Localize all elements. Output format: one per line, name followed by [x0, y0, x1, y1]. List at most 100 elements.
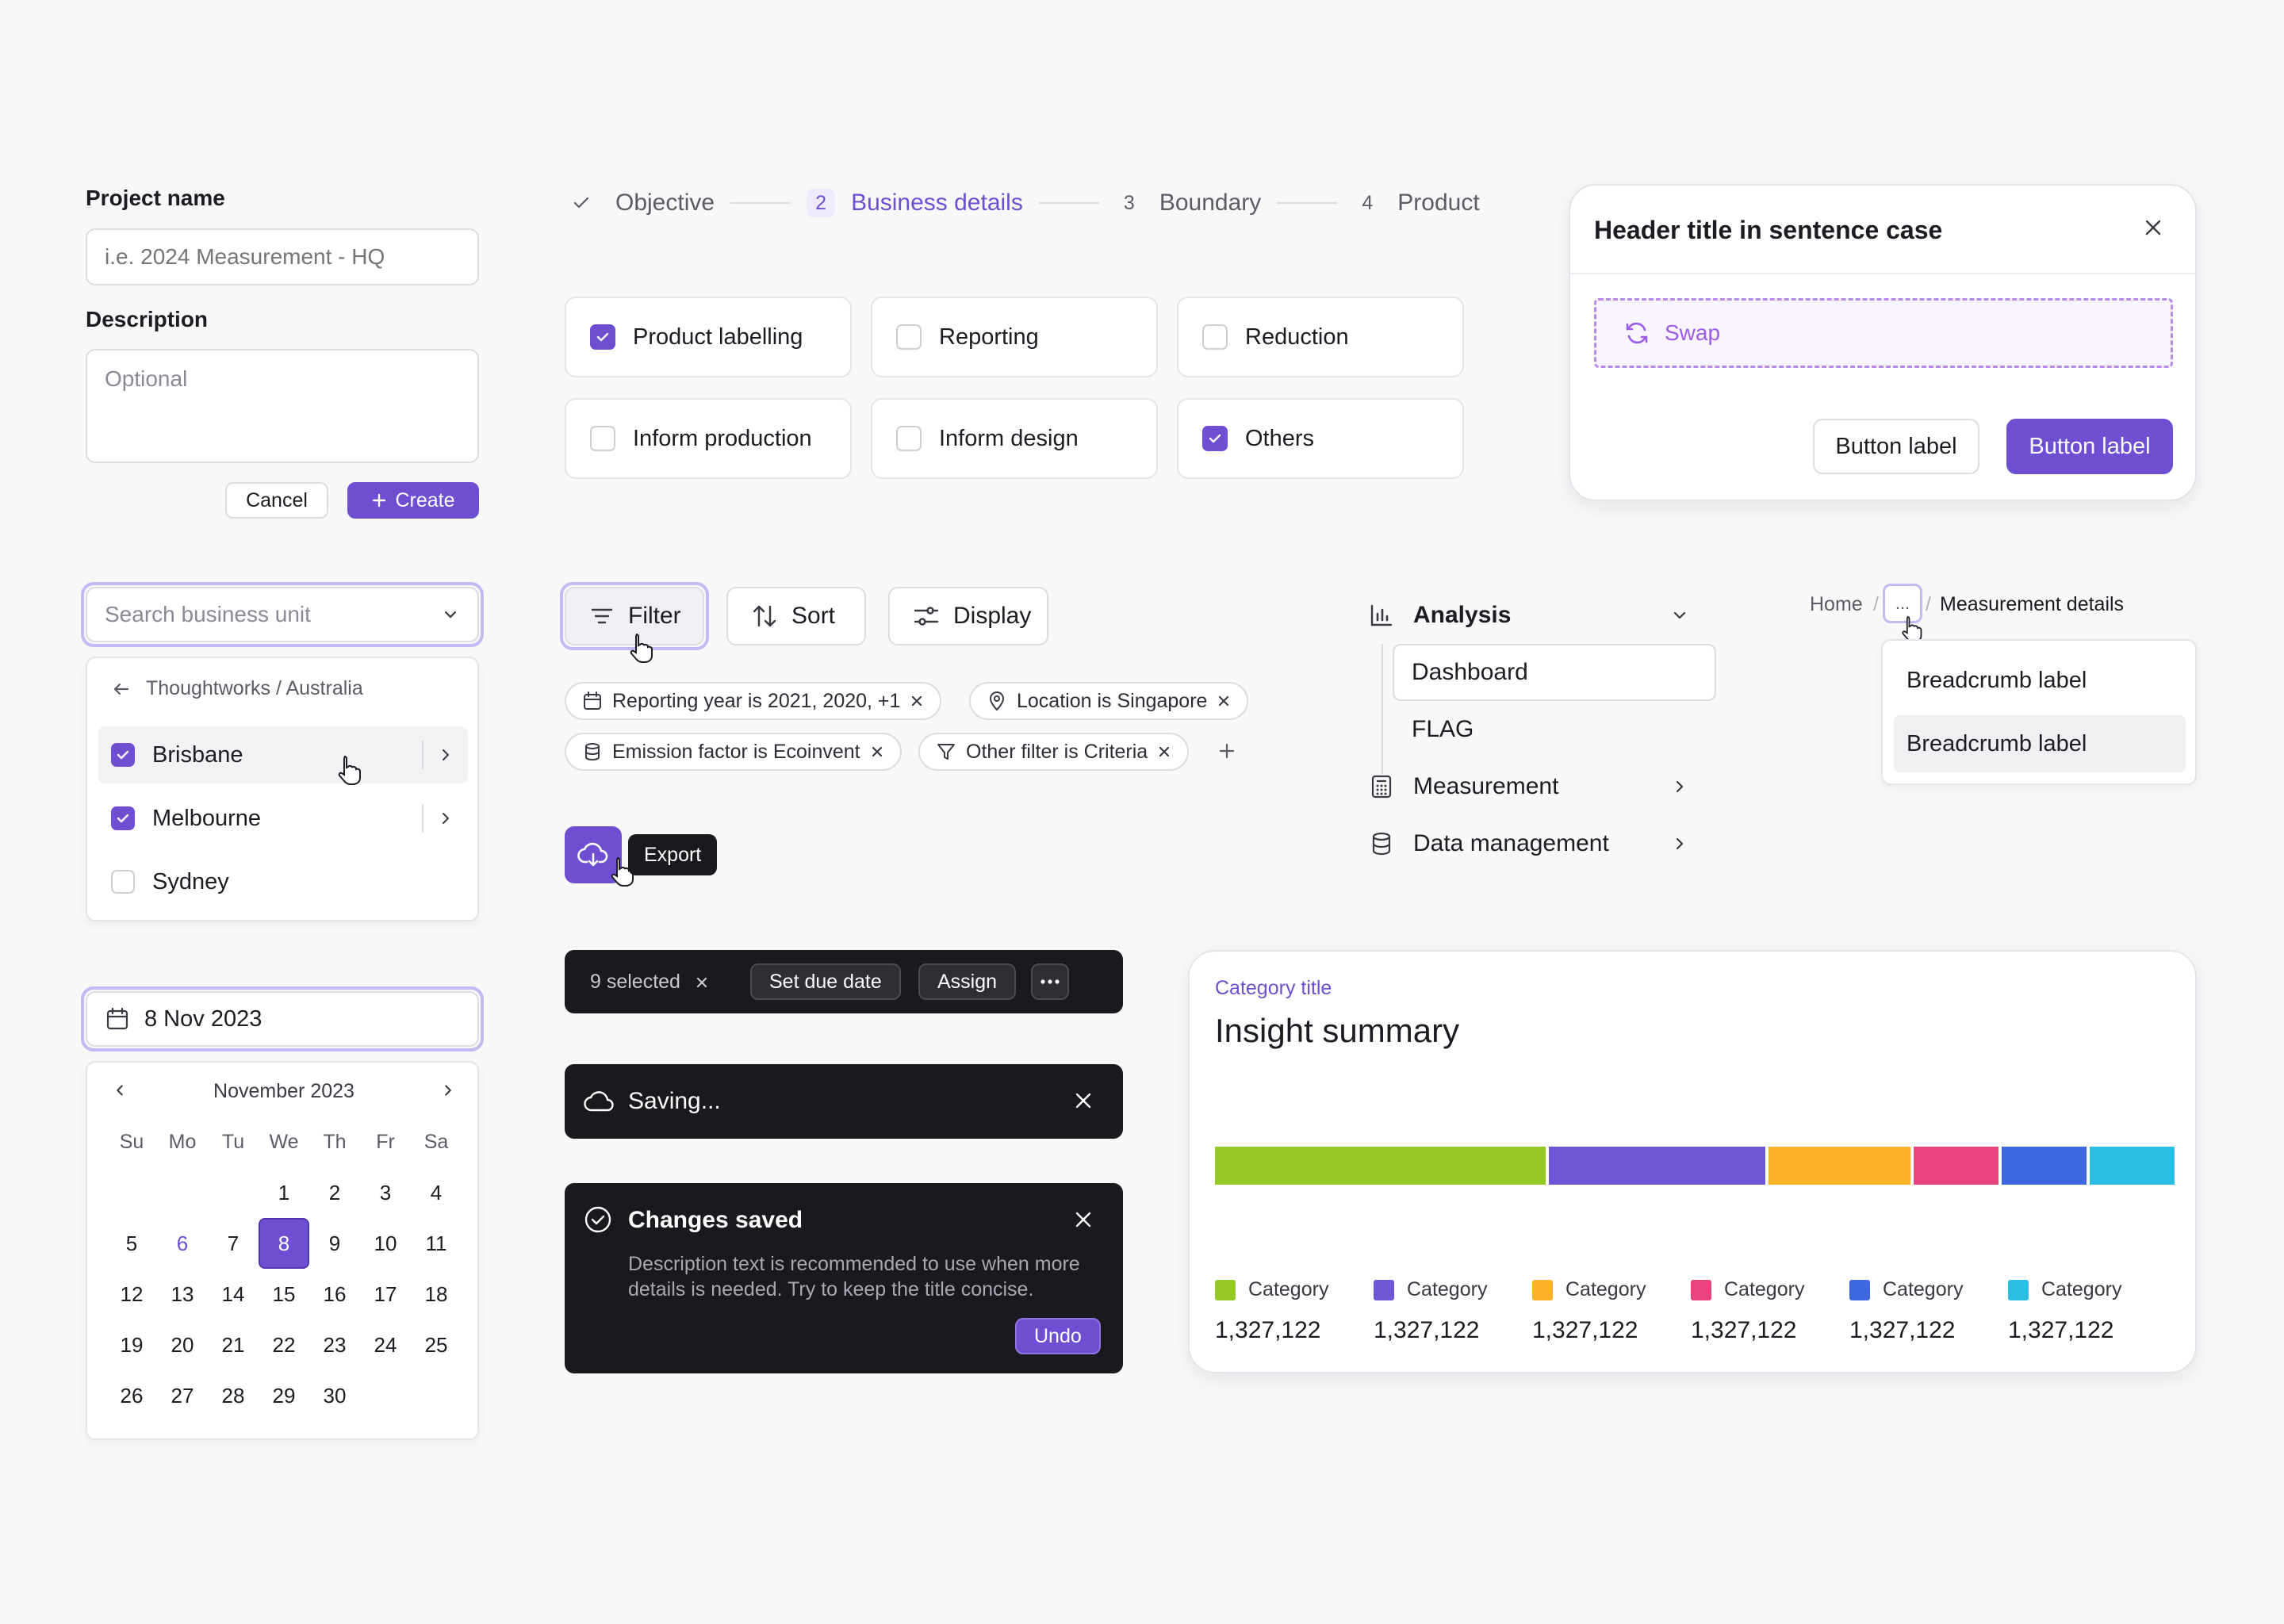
bar-segment[interactable]: [1215, 1147, 1546, 1185]
calendar-day[interactable]: 12: [120, 1281, 144, 1306]
step-product[interactable]: 4 Product: [1353, 190, 1479, 216]
checkbox[interactable]: [1202, 324, 1228, 350]
filter-chip[interactable]: Emission factor is Ecoinvent: [565, 733, 902, 771]
option-card[interactable]: Others: [1177, 398, 1464, 479]
sort-button[interactable]: Sort: [726, 587, 866, 645]
bar-segment[interactable]: [1769, 1147, 1910, 1185]
calendar-day[interactable]: 24: [374, 1332, 397, 1357]
calendar-day[interactable]: 1: [278, 1180, 290, 1205]
chevron-left-icon[interactable]: [111, 1082, 128, 1099]
calendar-day[interactable]: 11: [425, 1231, 447, 1255]
breadcrumb-overflow-button[interactable]: ...: [1883, 584, 1922, 623]
calendar-day[interactable]: 28: [221, 1383, 245, 1408]
chevron-right-icon[interactable]: [436, 809, 455, 828]
primary-button[interactable]: Button label: [2006, 419, 2173, 474]
option-card[interactable]: Inform production: [565, 398, 852, 479]
breadcrumb-menu-item[interactable]: Breadcrumb label: [1907, 667, 2087, 693]
chevron-right-icon[interactable]: [439, 1082, 457, 1099]
close-icon[interactable]: [1217, 694, 1231, 708]
bar-segment[interactable]: [2001, 1147, 2087, 1185]
bar-segment[interactable]: [1913, 1147, 1998, 1185]
checkbox-checked[interactable]: [590, 324, 615, 350]
secondary-button[interactable]: Button label: [1813, 419, 1979, 474]
checkbox-checked[interactable]: [1202, 426, 1228, 451]
calendar-day[interactable]: 2: [328, 1180, 341, 1205]
close-icon[interactable]: [1072, 1208, 1094, 1231]
close-icon[interactable]: [2141, 216, 2165, 239]
export-button[interactable]: [565, 826, 622, 883]
chevron-right-icon[interactable]: [436, 745, 455, 764]
checkbox[interactable]: [896, 426, 922, 451]
calendar-day[interactable]: 16: [323, 1281, 347, 1306]
breadcrumb-home[interactable]: Home: [1810, 593, 1863, 615]
cancel-button[interactable]: Cancel: [225, 482, 328, 519]
calendar-day[interactable]: 26: [120, 1383, 144, 1408]
calendar-day[interactable]: 23: [323, 1332, 347, 1357]
checkbox[interactable]: [896, 324, 922, 350]
option-card[interactable]: Inform design: [871, 398, 1158, 479]
calendar-day[interactable]: 9: [328, 1231, 341, 1255]
step-business-details[interactable]: 2 Business details: [807, 189, 1023, 217]
list-item-brisbane[interactable]: Brisbane: [98, 726, 468, 783]
checkbox[interactable]: [590, 426, 615, 451]
option-card[interactable]: Reporting: [871, 297, 1158, 377]
calendar-day[interactable]: 27: [171, 1383, 194, 1408]
business-unit-select[interactable]: Search business unit: [86, 587, 479, 642]
calendar-day[interactable]: 3: [379, 1180, 392, 1205]
option-card[interactable]: Product labelling: [565, 297, 852, 377]
calendar-day[interactable]: 13: [171, 1281, 194, 1306]
calendar-day[interactable]: 30: [323, 1383, 347, 1408]
set-due-date-button[interactable]: Set due date: [750, 963, 901, 1000]
bar-segment[interactable]: [1548, 1147, 1766, 1185]
close-icon[interactable]: [1072, 1090, 1094, 1112]
option-card[interactable]: Reduction: [1177, 297, 1464, 377]
nav-dashboard[interactable]: Dashboard: [1393, 644, 1716, 701]
calendar-day[interactable]: 15: [272, 1281, 296, 1306]
assign-button[interactable]: Assign: [918, 963, 1017, 1000]
breadcrumb-menu-item[interactable]: Breadcrumb label: [1894, 715, 2186, 772]
calendar-day[interactable]: 7: [227, 1231, 240, 1255]
calendar-day[interactable]: 19: [120, 1332, 144, 1357]
nav-flag[interactable]: FLAG: [1412, 707, 1473, 752]
list-item-sydney[interactable]: Sydney: [98, 853, 468, 910]
checkbox[interactable]: [111, 870, 135, 894]
calendar-day[interactable]: 29: [272, 1383, 296, 1408]
calendar-day[interactable]: 20: [171, 1332, 194, 1357]
list-item-melbourne[interactable]: Melbourne: [98, 790, 468, 847]
project-name-input[interactable]: [86, 228, 479, 285]
calendar-day[interactable]: 22: [272, 1332, 296, 1357]
close-icon[interactable]: [1157, 745, 1171, 759]
create-button[interactable]: Create: [347, 482, 479, 519]
close-icon[interactable]: [695, 975, 709, 990]
checkbox-checked[interactable]: [111, 743, 135, 767]
step-objective[interactable]: Objective: [571, 190, 715, 216]
close-icon[interactable]: [870, 745, 884, 759]
nav-analysis[interactable]: Analysis: [1369, 593, 1696, 638]
calendar-day[interactable]: 5: [125, 1231, 138, 1255]
more-actions-button[interactable]: [1031, 963, 1069, 1000]
close-icon[interactable]: [910, 694, 924, 708]
filter-chip[interactable]: Other filter is Criteria: [918, 733, 1190, 771]
step-boundary[interactable]: 3 Boundary: [1115, 190, 1261, 216]
calendar-day[interactable]: 17: [374, 1281, 397, 1306]
bar-segment[interactable]: [2089, 1147, 2175, 1185]
display-button[interactable]: Display: [888, 587, 1048, 645]
description-textarea[interactable]: Optional: [86, 349, 479, 463]
menu-breadcrumb[interactable]: Thoughtworks / Australia: [111, 677, 363, 700]
calendar-day[interactable]: 10: [374, 1231, 397, 1255]
arrow-left-icon[interactable]: [111, 679, 132, 699]
checkbox-checked[interactable]: [111, 806, 135, 830]
date-input[interactable]: 8 Nov 2023: [86, 991, 479, 1047]
filter-button[interactable]: Filter: [565, 587, 704, 645]
add-filter-icon[interactable]: [1217, 741, 1237, 761]
calendar-day[interactable]: 21: [221, 1332, 245, 1357]
calendar-day[interactable]: 4: [430, 1180, 443, 1205]
calendar-day[interactable]: 18: [424, 1281, 448, 1306]
undo-button[interactable]: Undo: [1015, 1318, 1101, 1354]
calendar-day[interactable]: 14: [221, 1281, 245, 1306]
calendar-day[interactable]: 25: [424, 1332, 448, 1357]
nav-measurement[interactable]: Measurement: [1369, 764, 1696, 809]
nav-data-management[interactable]: Data management: [1369, 822, 1696, 866]
calendar-day-selected[interactable]: 8: [259, 1218, 309, 1269]
filter-chip[interactable]: Reporting year is 2021, 2020, +1: [565, 682, 942, 720]
